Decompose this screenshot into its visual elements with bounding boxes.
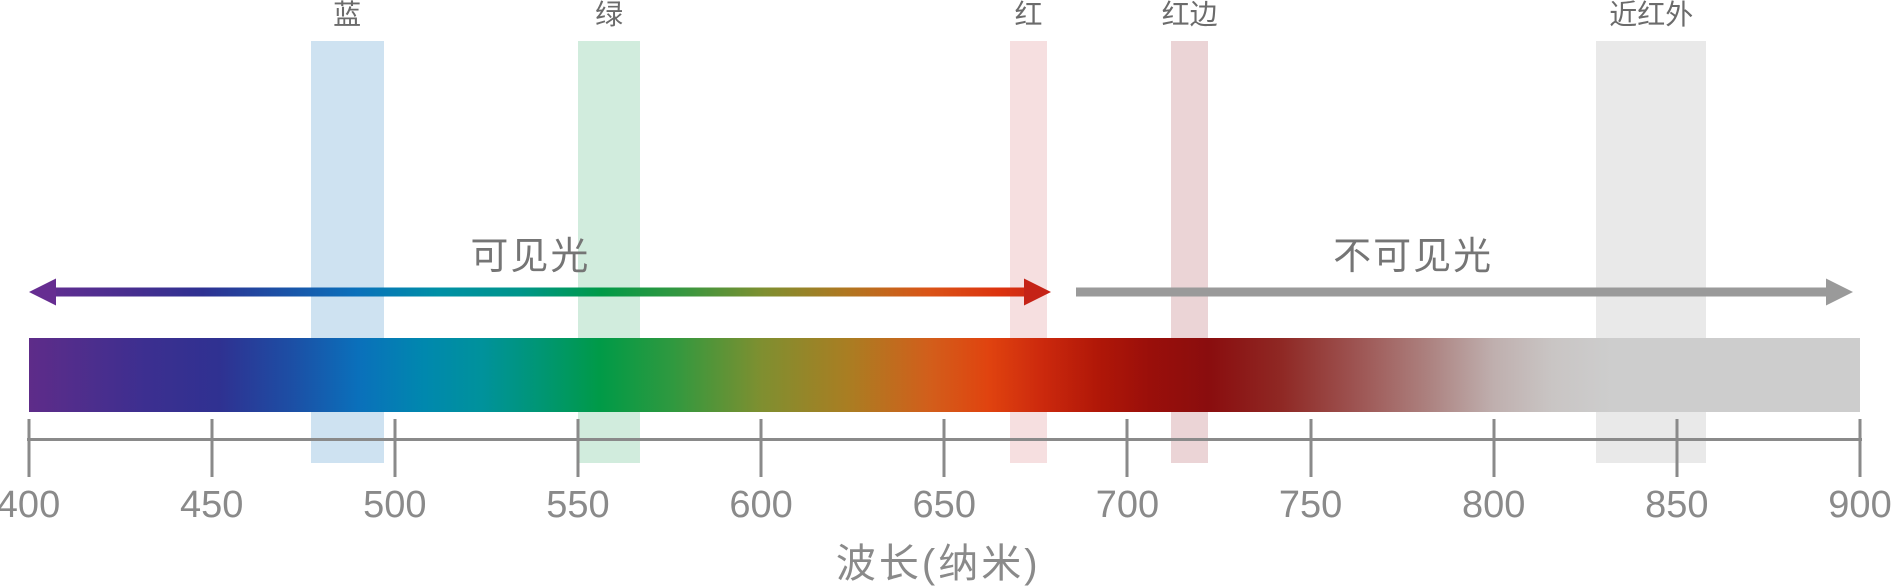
axis-tick-label: 600	[729, 484, 793, 526]
axis-tick	[393, 419, 397, 477]
invisible-light-arrow	[1076, 278, 1854, 306]
axis-tick-label: 750	[1278, 484, 1343, 526]
axis-tick	[210, 419, 214, 477]
axis-tick-label: 850	[1645, 484, 1709, 526]
band-label-red-edge: 红边	[1161, 0, 1218, 30]
axis-tick	[27, 419, 30, 477]
axis-tick	[1492, 419, 1496, 477]
band-label-green: 绿	[595, 0, 624, 30]
band-label-red: 红	[1014, 0, 1043, 30]
axis-tick	[576, 419, 580, 477]
axis-tick	[1125, 419, 1129, 477]
visible-light-arrow	[28, 278, 1051, 306]
axis-tick-label: 400	[0, 484, 61, 526]
invisible-light-label: 不可见光	[1333, 236, 1494, 278]
axis-tick-label: 900	[1828, 484, 1892, 526]
axis-tick-label: 450	[179, 484, 244, 526]
arrowhead-right	[1826, 278, 1854, 306]
axis-tick-label: 650	[912, 484, 976, 526]
axis-tick	[1675, 419, 1679, 477]
axis-tick	[1858, 419, 1862, 477]
axis-tick	[942, 419, 946, 477]
axis-tick-label: 800	[1461, 484, 1526, 526]
x-axis-title: 波长(纳米)	[835, 542, 1041, 586]
axis-tick-label: 550	[546, 484, 610, 526]
axis-tick-label: 500	[363, 484, 427, 526]
spectrum-bar	[28, 338, 1860, 412]
visible-light-label: 可见光	[470, 236, 591, 278]
band-label-nir: 近红外	[1609, 0, 1694, 30]
axis-tick-label: 700	[1095, 484, 1160, 526]
axis-tick	[759, 419, 763, 477]
band-label-blue: 蓝	[333, 0, 362, 30]
arrowhead-left	[28, 278, 56, 306]
arrowhead-right	[1023, 278, 1051, 306]
axis-tick	[1309, 419, 1313, 477]
